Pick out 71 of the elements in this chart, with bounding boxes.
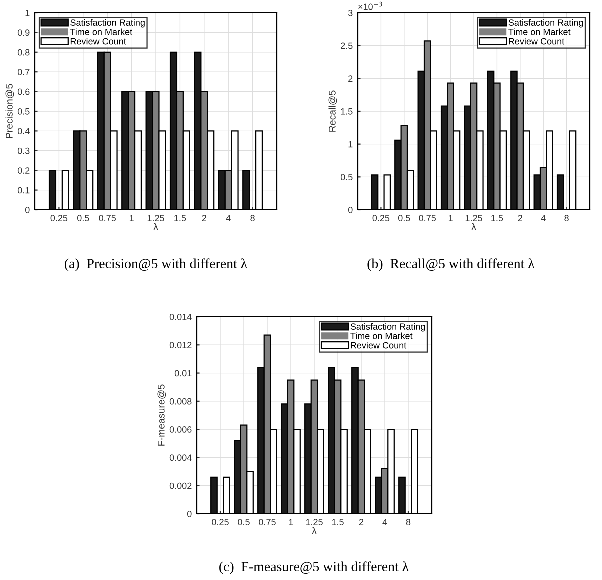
x-tick-label: 4 [382,519,388,526]
y-tick-label: 1.5 [341,108,353,115]
y-tick-label: 0.8 [18,49,30,56]
y-tick-label: 0 [187,510,192,518]
legend-label: Time on Market [70,28,133,36]
y-tick-label: 0.004 [170,454,192,462]
legend-label: Time on Market [508,28,571,36]
y-tick-label: 0 [348,206,353,214]
x-tick-label: 0.25 [212,519,229,526]
legend-label: Satisfaction Rating [350,323,426,332]
y-tick-label: 1 [26,10,30,16]
y-axis-title: Recall@5 [328,90,338,132]
x-tick-label: 0.5 [77,215,90,222]
x-tick-label: 8 [250,215,255,222]
y-tick-label: 0.012 [170,342,192,349]
y-tick-label: 0.5 [340,174,353,181]
y-tick-label: 0.2 [18,168,30,174]
x-tick-label: 2 [359,519,364,526]
y-tick-label: 2.5 [341,42,353,50]
x-tick-label: 1.25 [148,215,164,222]
y-tick-label: 2 [348,76,353,82]
legend-label: Review Count [70,38,126,45]
y-tick-label: 0 [25,206,30,214]
x-tick-label: 1.25 [306,519,323,526]
y-tick-label: 0.014 [170,314,192,320]
y-tick-label: 0.1 [18,187,30,194]
y-tick-label: 0.6 [18,88,30,96]
legend-label: Satisfaction Rating [70,19,145,28]
y-tick-label: 0.9 [18,30,30,36]
y-tick-label: 0.002 [170,482,192,490]
legend-label: Satisfaction Rating [508,19,584,28]
x-axis-title: λ [154,223,158,230]
y-tick-label: 3 [348,10,353,16]
text: (a) Precision@5 with different λ [65,258,248,272]
x-tick-label: 0.25 [50,215,68,222]
x-tick-label: 8 [406,519,411,526]
y-tick-label: 0.5 [18,108,30,115]
x-tick-label: 0.5 [398,215,410,222]
x-tick-label: 1 [289,519,294,526]
y-tick-label: 0.01 [174,370,192,377]
x-tick-label: 0.25 [372,215,390,222]
x-tick-label: 2 [202,215,206,222]
x-tick-label: 1 [130,215,134,222]
y-tick-label: 0.3 [18,148,30,154]
y-tick-label: 0.4 [18,128,30,135]
y-axis-title: F-measure@5 [158,384,166,446]
y-tick-label: 0.7 [18,69,30,76]
x-axis-title: λ [472,223,476,230]
x-tick-label: 0.75 [259,519,276,526]
x-tick-label: 0.5 [238,519,250,526]
x-tick-label: 1.5 [492,215,504,222]
legend-label: Time on Market [350,332,413,340]
text: (b) Recall@5 with different λ [368,258,535,272]
text: (c) F-measure@5 with different λ [220,562,409,574]
y-tick-label: 0.008 [170,398,192,405]
legend-label: Review Count [509,38,565,45]
text: ×10$^{−3}$ [358,2,382,10]
x-tick-label: 8 [564,215,569,222]
y-tick-label: 0.006 [170,426,192,433]
x-tick-label: 4 [226,215,231,222]
x-tick-label: 0.75 [99,215,116,222]
x-tick-label: 2 [518,215,522,222]
x-tick-label: 1 [448,215,453,222]
y-tick-label: 1 [348,141,353,148]
y-axis-title: Precision@5 [6,84,14,138]
x-axis-title: λ [312,527,317,534]
x-tick-label: 4 [541,215,546,222]
x-tick-label: 0.75 [419,215,436,222]
legend-label: Review Count [351,342,407,349]
x-tick-label: 1.25 [466,215,482,222]
x-tick-label: 1.5 [332,519,344,526]
